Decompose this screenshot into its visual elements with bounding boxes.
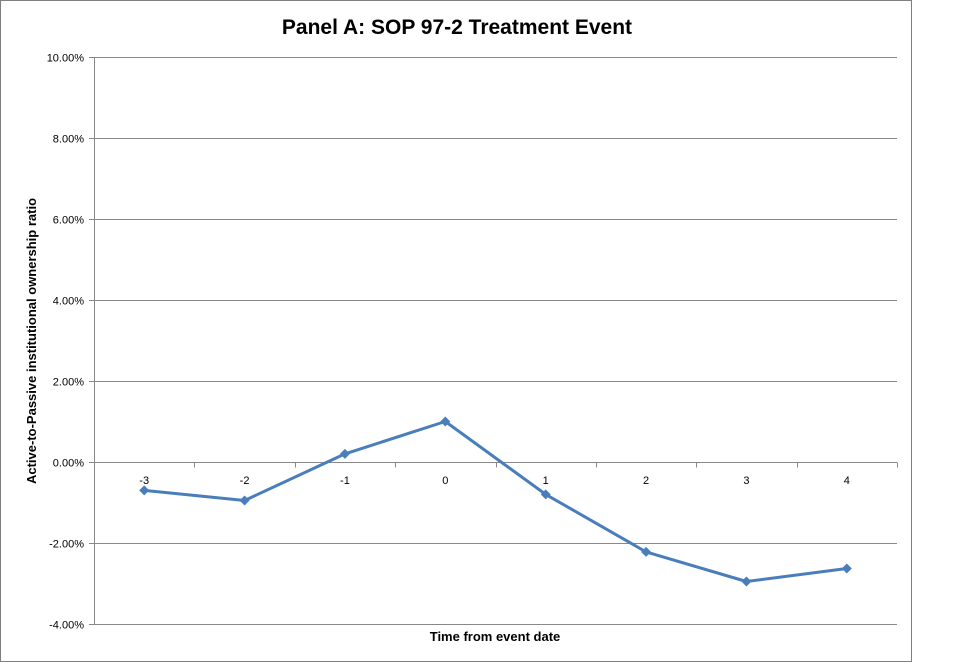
line-chart: Panel A: SOP 97-2 Treatment Event -4.00%…: [24, 16, 898, 644]
x-axis-title: Time from event date: [430, 629, 561, 644]
y-tick-label: 2.00%: [53, 377, 84, 389]
y-tick-label: 8.00%: [53, 134, 84, 146]
x-tick-labels: -3 -2 -1 0 1 2 3 4: [139, 475, 850, 487]
y-tick-label: 10.00%: [47, 53, 85, 65]
y-tick-label: 4.00%: [53, 296, 84, 308]
data-point: [841, 563, 852, 574]
x-tick-label: -2: [240, 475, 250, 487]
x-tick-label: 4: [844, 475, 850, 487]
data-point: [440, 416, 451, 427]
gridlines: [94, 57, 897, 625]
x-tick-label: -3: [139, 475, 149, 487]
y-tick-label: -4.00%: [49, 620, 84, 632]
x-tick-label: 0: [442, 475, 448, 487]
data-point: [339, 448, 350, 459]
y-tick-labels: -4.00% -2.00% 0.00% 2.00% 4.00% 6.00% 8.00% 10.…: [47, 53, 85, 632]
x-tick-label: -1: [340, 475, 350, 487]
axes: [89, 57, 898, 625]
chart-area: Panel A: SOP 97-2 Treatment Event -4.00%…: [0, 0, 912, 662]
series-line: [144, 420, 847, 583]
data-point: [540, 489, 551, 500]
x-tick-label: 3: [743, 475, 749, 487]
series-layer: [139, 416, 852, 587]
y-tick-label: 0.00%: [53, 458, 84, 470]
y-axis-title: Active-to-Passive institutional ownershi…: [24, 198, 39, 484]
x-tick-label: 1: [543, 475, 549, 487]
data-point: [741, 576, 752, 587]
chart-title: Panel A: SOP 97-2 Treatment Event: [282, 16, 632, 39]
data-point: [139, 485, 150, 496]
data-point: [641, 546, 652, 557]
x-tick-label: 2: [643, 475, 649, 487]
data-point: [239, 495, 250, 506]
y-tick-label: 6.00%: [53, 215, 84, 227]
y-tick-label: -2.00%: [49, 539, 84, 551]
